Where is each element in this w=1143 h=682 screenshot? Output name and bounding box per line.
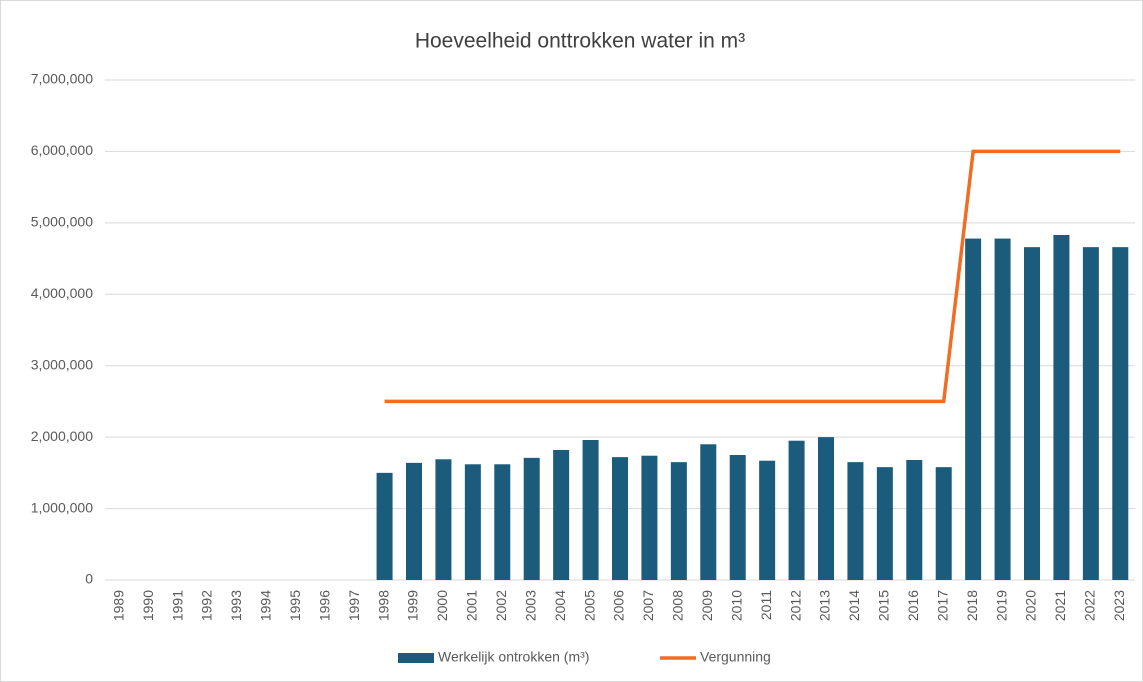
x-tick-label: 1999 (405, 590, 421, 621)
y-tick-label: 3,000,000 (31, 356, 93, 372)
y-tick-label: 6,000,000 (31, 142, 93, 158)
bar (1053, 235, 1070, 580)
x-tick-label: 1996 (316, 590, 332, 621)
x-tick-label: 2015 (876, 590, 892, 621)
x-tick-label: 2014 (846, 590, 862, 621)
x-tick-label: 2004 (552, 590, 568, 621)
bar (700, 444, 717, 580)
legend-label: Vergunning (700, 649, 771, 665)
x-tick-label: 2008 (670, 590, 686, 621)
bar (935, 467, 952, 580)
bar (965, 238, 982, 581)
x-tick-label: 1990 (140, 590, 156, 621)
y-tick-label: 1,000,000 (31, 499, 93, 515)
x-tick-label: 2005 (581, 590, 597, 621)
bar (612, 457, 628, 580)
line (384, 149, 1121, 404)
bar (847, 462, 864, 580)
x-tick-label: 2022 (1082, 590, 1098, 621)
x-tick-label: 2023 (1111, 590, 1127, 621)
y-tick-label: 4,000,000 (31, 285, 93, 301)
bar (759, 460, 776, 580)
x-tick-label: 2000 (434, 590, 450, 621)
x-tick-label: 1991 (169, 590, 185, 621)
x-tick-label: 1995 (287, 590, 303, 621)
x-tick-label: 2020 (1023, 590, 1039, 621)
bar (464, 464, 481, 580)
x-tick-label: 2001 (464, 590, 480, 621)
bar (1024, 247, 1040, 580)
bar (376, 472, 393, 580)
x-tick-label: 2013 (817, 590, 833, 621)
legend-label: Werkelijk ontrokken (m³) (438, 649, 589, 665)
x-tick-label: 1993 (228, 590, 244, 621)
x-tick-label: 1997 (346, 590, 362, 621)
x-tick-label: 2019 (993, 590, 1009, 621)
x-tick-label: 1998 (375, 590, 391, 621)
x-tick-label: 2009 (699, 590, 715, 621)
x-tick-label: 1989 (110, 590, 126, 621)
bar (1112, 247, 1129, 580)
y-tick-label: 2,000,000 (31, 428, 93, 444)
bar (788, 440, 805, 580)
x-tick-label: 2011 (758, 590, 774, 620)
bar (876, 467, 893, 580)
y-tick-label: 7,000,000 (31, 71, 93, 87)
x-tick-label: 2010 (728, 590, 744, 621)
bar (994, 238, 1011, 581)
y-tick-label: 0 (85, 571, 93, 587)
bar (435, 459, 452, 580)
chart-title: Hoeveelheid onttrokken water in m³ (415, 30, 745, 53)
bar (818, 437, 834, 580)
x-tick-label: 2002 (493, 590, 509, 621)
bar (641, 455, 658, 580)
bar (906, 460, 923, 580)
bar (494, 464, 511, 580)
bar (406, 462, 422, 580)
x-tick-label: 2018 (964, 590, 980, 621)
bar (670, 462, 687, 580)
y-tick-label: 5,000,000 (31, 214, 93, 230)
bar (582, 440, 599, 580)
x-tick-label: 1992 (199, 590, 215, 621)
x-tick-label: 2003 (522, 590, 538, 621)
legend-swatch (398, 653, 434, 663)
bar (1082, 247, 1099, 580)
bar (523, 457, 540, 580)
x-tick-label: 1994 (258, 590, 274, 621)
x-tick-label: 2016 (905, 590, 921, 621)
x-tick-label: 2012 (787, 590, 803, 621)
bar (553, 450, 570, 580)
x-tick-label: 2007 (640, 590, 656, 621)
x-tick-label: 2017 (934, 590, 950, 621)
x-tick-label: 2006 (611, 590, 627, 621)
bar (729, 455, 746, 580)
x-tick-label: 2021 (1052, 590, 1068, 621)
